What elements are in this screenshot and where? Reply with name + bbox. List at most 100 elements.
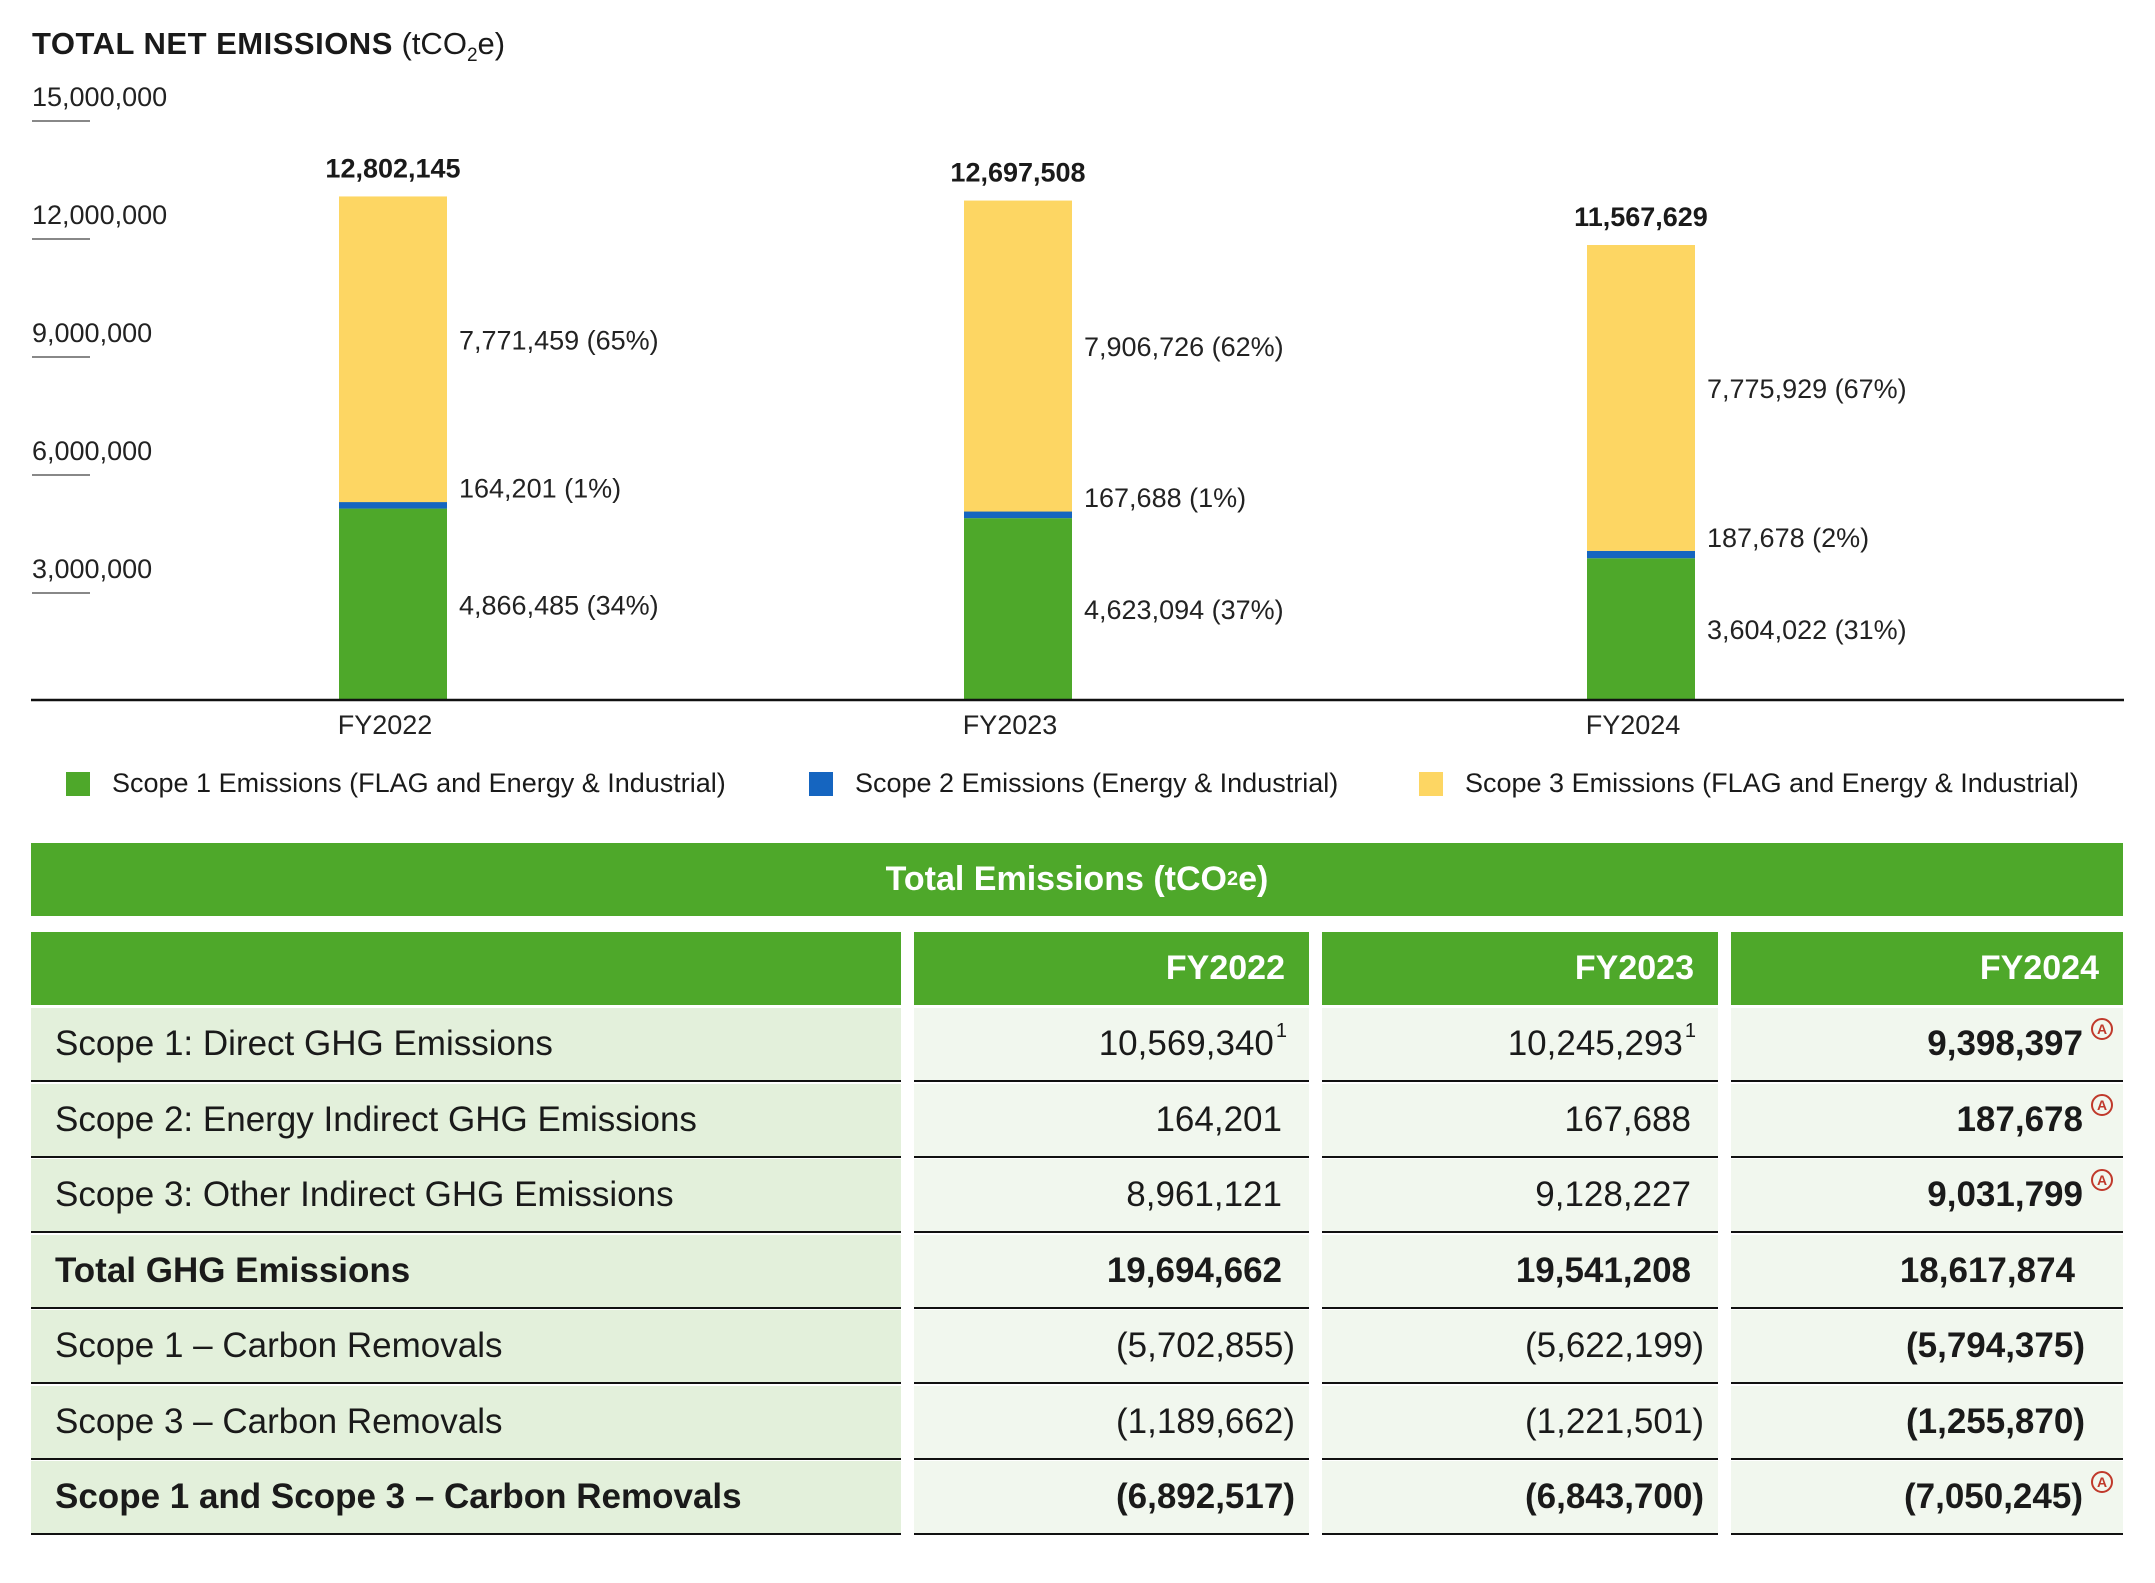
value-text: (6,892,517) — [1115, 1477, 1295, 1516]
segment-label: 4,866,485 (34%) — [459, 590, 659, 620]
table-row: Scope 1 and Scope 3 – Carbon Removals (6,… — [0, 1461, 2155, 1537]
value-cell: (7,050,245) A — [1731, 1461, 2123, 1535]
bar-segment — [964, 511, 1072, 519]
segment-label: 167,688 (1%) — [1084, 483, 1246, 513]
legend-label: Scope 3 Emissions (FLAG and Energy & Ind… — [1465, 768, 2079, 798]
value-text: (1,189,662) — [1115, 1401, 1295, 1441]
assured-icon: A — [2091, 1471, 2113, 1493]
segment-label: 7,771,459 (65%) — [459, 325, 659, 355]
legend-label: Scope 1 Emissions (FLAG and Energy & Ind… — [112, 768, 726, 798]
table-row: Scope 1 – Carbon Removals (5,702,855) (5,6… — [0, 1310, 2155, 1386]
value-cell: (6,892,517) — [914, 1461, 1309, 1535]
value-cell: 9,398,397 A — [1731, 1008, 2123, 1082]
x-tick-label: FY2024 — [1586, 710, 1681, 740]
value-text: 10,245,293 — [1507, 1024, 1683, 1063]
value-cell: 19,694,662 — [914, 1234, 1309, 1309]
segment-label: 7,906,726 (62%) — [1084, 332, 1284, 362]
assured-icon: A — [2091, 1169, 2113, 1191]
table-row: Scope 2: Energy Indirect GHG Emissions 16… — [0, 1083, 2155, 1160]
table-row: Scope 1: Direct GHG Emissions 10,569,340 1… — [0, 1008, 2155, 1084]
row-label: Total GHG Emissions — [31, 1234, 901, 1309]
value-cell: 10,245,293 1 — [1322, 1008, 1718, 1082]
assured-icon: A — [2091, 1018, 2113, 1040]
value-cell: 164,201 — [914, 1083, 1309, 1158]
value-cell: 18,617,874 — [1731, 1234, 2123, 1309]
value-text: (5,794,375) — [1905, 1326, 2085, 1365]
value-cell: 9,128,227 — [1322, 1159, 1718, 1233]
table-row: Total GHG Emissions 19,694,662 19,541,208 1… — [0, 1234, 2155, 1311]
chart-title-main: TOTAL NET EMISSIONS — [32, 26, 393, 61]
segment-label: 3,604,022 (31%) — [1707, 615, 1907, 645]
legend-label: Scope 2 Emissions (Energy & Industrial) — [855, 768, 1339, 798]
segment-label: 164,201 (1%) — [459, 474, 621, 504]
value-text: 9,398,397 — [1927, 1024, 2083, 1063]
table-header-label — [31, 932, 901, 1005]
value-text: 19,541,208 — [1515, 1250, 1691, 1290]
x-tick-label: FY2022 — [338, 710, 433, 740]
value-cell: (1,255,870) — [1731, 1385, 2123, 1460]
y-tick-label: 9,000,000 — [32, 318, 152, 348]
row-label: Scope 3 – Carbon Removals — [31, 1385, 901, 1460]
chart-title-unit: (tCO2e) — [401, 26, 506, 67]
bar-segment — [964, 200, 1072, 512]
segment-label: 7,775,929 (67%) — [1707, 374, 1907, 404]
value-cell: (1,221,501) — [1322, 1385, 1718, 1460]
table-header-fy2023: FY2023 — [1322, 932, 1718, 1005]
row-label: Scope 3: Other Indirect GHG Emissions — [31, 1159, 901, 1233]
bar-segment — [1587, 558, 1695, 700]
legend-item: Scope 1 Emissions (FLAG and Energy & Ind… — [66, 768, 726, 799]
bar-segment — [1587, 550, 1695, 559]
value-text: (5,622,199) — [1524, 1326, 1704, 1365]
value-cell: 187,678 A — [1731, 1083, 2123, 1158]
table-header-fy2022: FY2022 — [914, 932, 1309, 1005]
row-label: Scope 1 – Carbon Removals — [31, 1310, 901, 1384]
footnote-marker: 1 — [1684, 1020, 1696, 1042]
legend-swatch — [809, 771, 833, 796]
assured-icon: A — [2091, 1093, 2113, 1116]
total-label: 12,697,508 — [950, 158, 1085, 188]
row-label: Scope 2: Energy Indirect GHG Emissions — [31, 1083, 901, 1158]
value-text: 19,694,662 — [1106, 1250, 1282, 1290]
value-text: 9,128,227 — [1535, 1175, 1691, 1214]
value-cell: 167,688 — [1322, 1083, 1718, 1158]
table-row: Scope 3 – Carbon Removals (1,189,662) (1,2… — [0, 1385, 2155, 1462]
row-label: Scope 1 and Scope 3 – Carbon Removals — [31, 1461, 901, 1535]
value-text: (1,221,501) — [1524, 1401, 1704, 1441]
y-tick-label: 15,000,000 — [32, 82, 167, 112]
value-cell: (5,702,855) — [914, 1310, 1309, 1384]
table-title: Total Emissions (tCO 2 e) — [31, 843, 2123, 916]
row-label: Scope 1: Direct GHG Emissions — [31, 1008, 901, 1082]
total-label: 11,567,629 — [1574, 202, 1708, 232]
table-header-fy2024: FY2024 — [1731, 932, 2123, 1005]
value-text: 8,961,121 — [1126, 1175, 1282, 1214]
value-text: (5,702,855) — [1115, 1326, 1295, 1365]
x-tick-label: FY2023 — [963, 710, 1058, 740]
segment-label: 187,678 (2%) — [1707, 523, 1869, 553]
value-cell: (5,622,199) — [1322, 1310, 1718, 1384]
legend-item: Scope 2 Emissions (Energy & Industrial) — [809, 768, 1338, 799]
chart-legend: Scope 1 Emissions (FLAG and Energy & Ind… — [0, 768, 2155, 808]
value-text: 18,617,874 — [1899, 1250, 2075, 1290]
value-text: (1,255,870) — [1905, 1401, 2085, 1441]
value-cell: 19,541,208 — [1322, 1234, 1718, 1309]
value-text: 187,678 — [1956, 1099, 2083, 1139]
chart-title: TOTAL NET EMISSIONS (tCO2e) — [32, 26, 505, 67]
value-cell: (5,794,375) — [1731, 1310, 2123, 1384]
y-tick-label: 3,000,000 — [32, 554, 152, 584]
y-tick-label: 12,000,000 — [32, 200, 167, 230]
stacked-bar-chart: 15,000,000 12,000,000 9,000,000 6,000,000 3,… — [31, 82, 2124, 740]
footnote-marker: 1 — [1275, 1020, 1287, 1042]
value-cell: (6,843,700) — [1322, 1461, 1718, 1535]
value-cell: 8,961,121 — [914, 1159, 1309, 1233]
segment-label: 4,623,094 (37%) — [1084, 595, 1284, 625]
value-text: (7,050,245) — [1903, 1477, 2083, 1516]
total-label: 12,802,145 — [325, 153, 460, 183]
value-cell: (1,189,662) — [914, 1385, 1309, 1460]
bar-segment — [339, 501, 447, 509]
value-cell: 9,031,799 A — [1731, 1159, 2123, 1233]
table-row: Scope 3: Other Indirect GHG Emissions 8,9… — [0, 1159, 2155, 1235]
value-cell: 10,569,340 1 — [914, 1008, 1309, 1082]
value-text: 164,201 — [1155, 1099, 1282, 1139]
legend-swatch — [66, 771, 90, 796]
value-text: 10,569,340 — [1098, 1024, 1274, 1063]
